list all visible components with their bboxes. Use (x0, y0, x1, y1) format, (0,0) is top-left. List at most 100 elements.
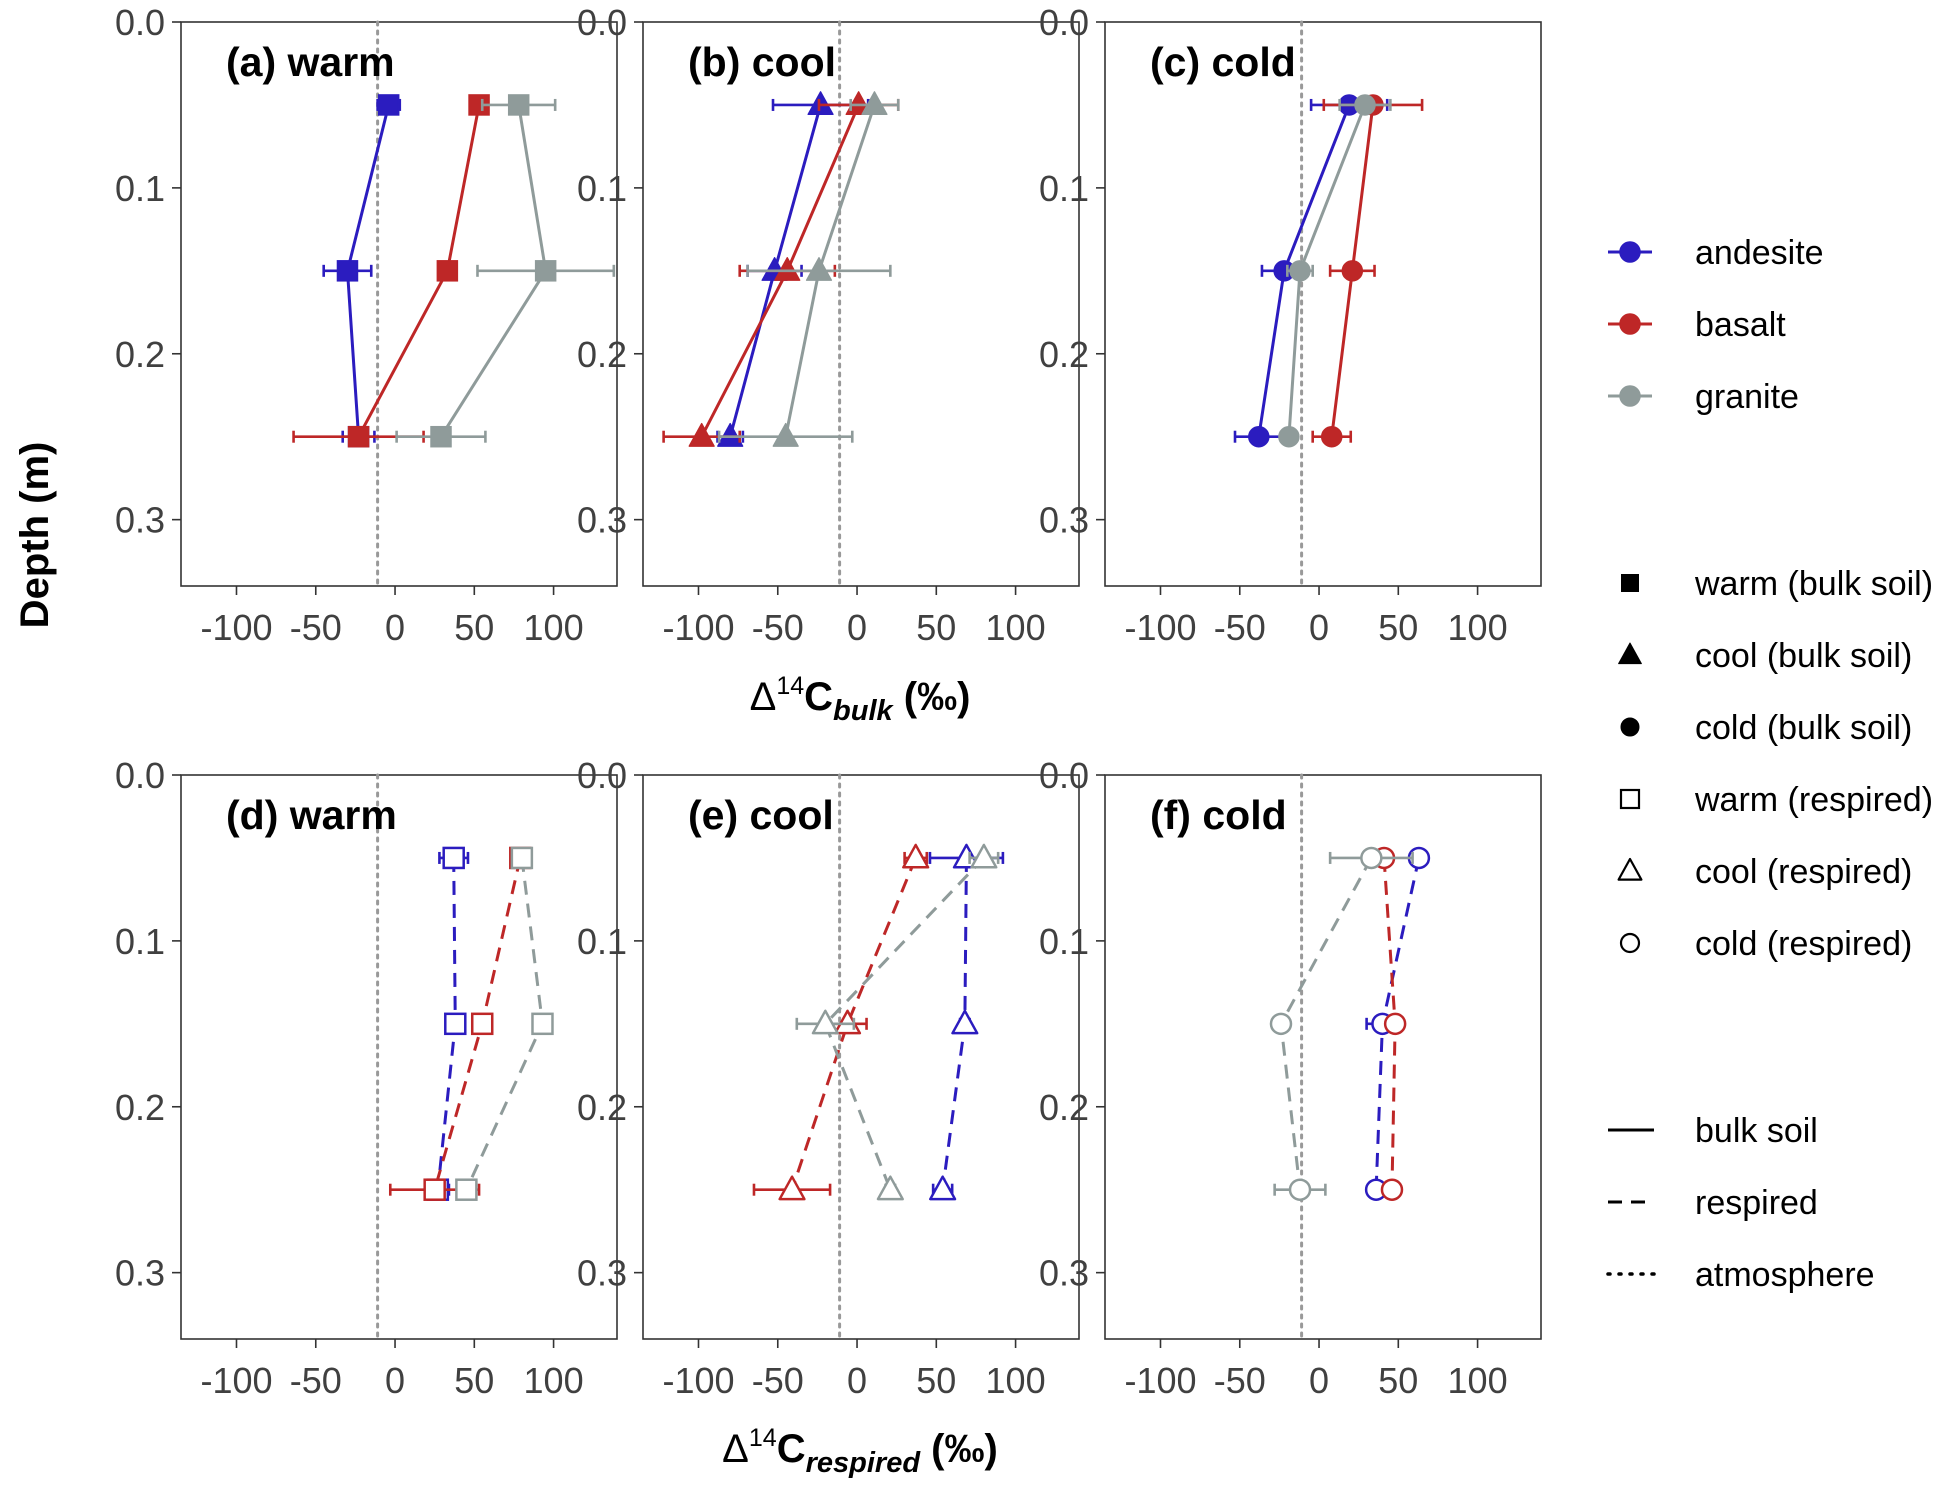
y-tick-label: 0.2 (1039, 334, 1089, 375)
y-tick-label: 0.2 (115, 1087, 165, 1128)
y-tick-label: 0.1 (577, 921, 627, 962)
legend-item-granite: granite (1608, 378, 1799, 416)
x-tick-label: 0 (385, 607, 405, 648)
x-tick-label: -100 (1124, 607, 1196, 648)
data-point-andesite (1248, 425, 1270, 448)
data-point-basalt (470, 1012, 494, 1036)
data-point-granite (1269, 1012, 1293, 1036)
legend-square-icon (1619, 788, 1641, 810)
y-tick-label: 0.0 (577, 2, 627, 43)
x-tick-label: -100 (200, 607, 272, 648)
x-axis-title-sub: respired (806, 1447, 922, 1479)
x-tick-label: 0 (1309, 1360, 1329, 1401)
data-point-granite (805, 257, 833, 281)
data-point-granite (772, 422, 799, 447)
x-axis-title-prefix: Δ (722, 1427, 749, 1471)
data-point-basalt (423, 1178, 446, 1201)
x-axis-title-sup: 14 (776, 672, 804, 700)
legend-item-basalt: basalt (1608, 306, 1786, 344)
panel-c: (c) cold 0.0 0.1 0.2 0.3 -100 -50 0 50 100 (1039, 2, 1542, 648)
x-tick-label: 100 (986, 1360, 1046, 1401)
y-tick-label: 0.1 (1039, 921, 1089, 962)
y-tick-label: 0.1 (115, 168, 165, 209)
series-granite (455, 846, 554, 1201)
data-point-granite (430, 425, 452, 448)
series-granite (1269, 846, 1414, 1201)
x-tick-label: 100 (524, 1360, 584, 1401)
panel-frame (642, 21, 1080, 587)
data-point-basalt (347, 425, 370, 448)
x-tick-label: -50 (290, 607, 342, 648)
x-tick-label: 100 (1448, 1360, 1508, 1401)
legend-layer: andesite basalt granite warm (bulk soil) coo… (1606, 234, 1933, 1294)
legend-marker (1619, 241, 1641, 263)
x-tick-label: -100 (1124, 1360, 1196, 1401)
y-tick-label: 0.3 (577, 500, 627, 541)
x-tick-label: 50 (916, 1360, 956, 1401)
legend-square-icon (1621, 574, 1639, 592)
data-point-andesite (929, 1175, 957, 1201)
data-point-andesite (951, 1009, 979, 1035)
data-point-granite (1360, 846, 1383, 870)
legend-item-shape: cold (bulk soil) (1620, 709, 1912, 747)
x-tick-label: 50 (1378, 607, 1418, 648)
x-tick-label: 0 (847, 607, 867, 648)
data-point-granite (1288, 1178, 1312, 1201)
legend-label: basalt (1695, 306, 1786, 344)
data-point-andesite (807, 91, 834, 116)
legend-label: respired (1695, 1184, 1818, 1222)
x-axis-title-main: C (777, 1427, 806, 1471)
x-tick-label: 100 (986, 607, 1046, 648)
legend-label: cold (respired) (1695, 925, 1912, 963)
data-point-basalt (1383, 1012, 1407, 1036)
data-point-granite (531, 1012, 554, 1036)
legend-item-shape: cool (bulk soil) (1618, 637, 1912, 675)
x-tick-label: 50 (454, 1360, 494, 1401)
data-point-andesite (442, 846, 465, 870)
data-point-andesite (717, 422, 744, 447)
data-point-basalt (1380, 1178, 1404, 1201)
data-point-andesite (336, 260, 359, 282)
y-tick-label: 0.0 (115, 755, 165, 796)
data-point-granite (1289, 260, 1311, 282)
data-point-andesite (952, 843, 981, 869)
data-point-granite (534, 260, 557, 282)
data-point-basalt (1320, 425, 1343, 448)
y-tick-label: 0.1 (1039, 168, 1089, 209)
x-axis-title-main: C (804, 675, 833, 719)
y-tick-label: 0.2 (115, 334, 165, 375)
y-tick-label: 0.0 (577, 755, 627, 796)
x-tick-label: -50 (290, 1360, 342, 1401)
data-point-basalt (1341, 260, 1364, 282)
panel-b: (b) cool 0.0 0.1 0.2 0.3 -100 -50 0 50 100 (577, 2, 1080, 648)
legend-label: granite (1695, 378, 1799, 416)
data-point-granite (510, 846, 534, 870)
data-point-granite (1278, 425, 1300, 448)
x-tick-label: 50 (916, 607, 956, 648)
x-tick-label: -100 (200, 1360, 272, 1401)
x-axis-title-sub: bulk (833, 695, 894, 727)
data-point-basalt (774, 257, 801, 281)
y-tick-label: 0.3 (1039, 1253, 1089, 1294)
x-tick-label: -100 (662, 607, 734, 648)
y-tick-label: 0.3 (577, 1253, 627, 1294)
y-tick-label: 0.2 (577, 1087, 627, 1128)
panel-title: (a) warm (226, 39, 395, 85)
x-tick-label: 0 (847, 1360, 867, 1401)
data-point-granite (1354, 94, 1376, 116)
series-granite (395, 94, 616, 448)
data-point-granite (811, 1009, 839, 1035)
legend-label: cool (respired) (1695, 853, 1912, 891)
x-tick-label: 100 (1448, 607, 1508, 648)
panel-a: (a) warm 0.0 0.1 0.2 0.3 -100 -50 0 50 100 (115, 2, 618, 648)
panel-d: (d) warm 0.0 0.1 0.2 0.3 -100 -50 0 50 100 (115, 755, 618, 1401)
x-axis-title-prefix: Δ (750, 675, 777, 719)
panel-e: (e) cool 0.0 0.1 0.2 0.3 -100 -50 0 50 100 (577, 755, 1080, 1401)
panel-frame (180, 21, 618, 587)
legend-label: cool (bulk soil) (1695, 637, 1912, 675)
y-tick-label: 0.3 (115, 1253, 165, 1294)
series-basalt (1372, 846, 1407, 1201)
legend-label: warm (bulk soil) (1694, 565, 1933, 603)
x-tick-label: -50 (1214, 1360, 1266, 1401)
